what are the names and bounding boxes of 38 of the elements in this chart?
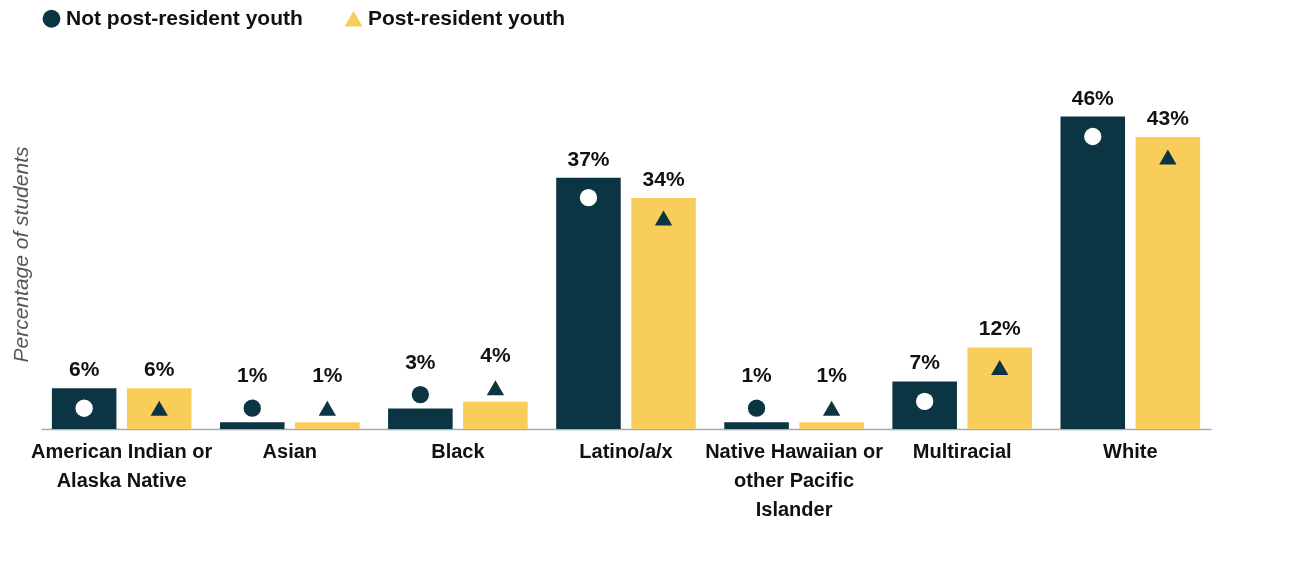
- bar: [631, 198, 696, 429]
- legend-label: Not post-resident youth: [66, 5, 303, 29]
- bar: [388, 408, 453, 429]
- data-label: 6%: [68, 357, 100, 381]
- x-tick-label: Latino/a/x: [579, 439, 673, 462]
- data-label: 46%: [1071, 85, 1115, 109]
- data-label: 3%: [405, 349, 436, 373]
- x-tick-label: American Indian or Alaska Native: [31, 439, 213, 491]
- data-label: 1%: [741, 363, 773, 387]
- x-tick-label: Black: [431, 439, 486, 462]
- bar: [1135, 136, 1201, 429]
- bar: [219, 422, 285, 429]
- data-label: 1%: [312, 363, 343, 387]
- x-tick-label: Native Hawaiian or other Pacific Islander: [705, 439, 884, 520]
- data-label: 37%: [567, 146, 610, 170]
- data-label: 1%: [237, 363, 268, 387]
- y-axis-title: Percentage of students: [8, 146, 32, 363]
- data-label: 12%: [978, 316, 1022, 340]
- data-label: 7%: [909, 350, 941, 374]
- data-label: 6%: [144, 357, 175, 381]
- data-label: 4%: [480, 342, 511, 366]
- legend-label: Post-resident youth: [368, 5, 566, 29]
- bar: [556, 177, 621, 429]
- bar: [724, 422, 789, 429]
- x-tick-label: White: [1103, 439, 1158, 462]
- bar: [463, 401, 528, 429]
- data-label: 43%: [1146, 105, 1190, 129]
- bar: [295, 422, 360, 429]
- bar: [967, 347, 1033, 429]
- x-tick-label: Multiracial: [912, 439, 1012, 462]
- bar: [892, 381, 957, 429]
- bar: [126, 388, 192, 429]
- data-label: 1%: [816, 363, 848, 387]
- bar: [51, 388, 117, 429]
- bar: [1060, 116, 1126, 429]
- x-tick-label: Asian: [262, 439, 318, 462]
- bar: [799, 422, 864, 429]
- data-label: 34%: [642, 167, 685, 191]
